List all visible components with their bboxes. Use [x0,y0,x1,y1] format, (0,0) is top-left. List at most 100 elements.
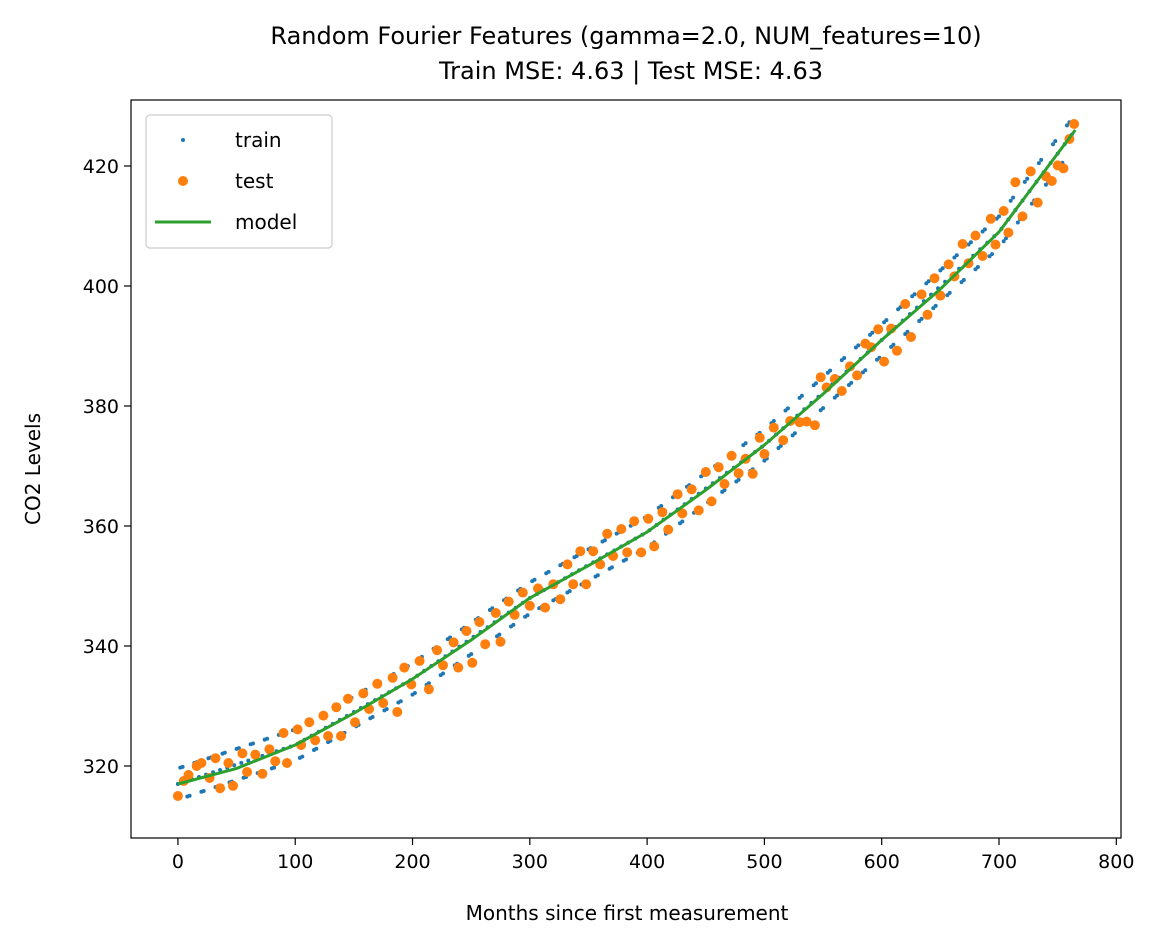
train-point [595,573,600,578]
test-point [461,626,472,636]
train-point [736,477,741,482]
train-point [842,356,847,360]
train-point [511,622,516,627]
train-point [1025,176,1030,181]
train-point [1043,182,1048,187]
test-point [663,524,674,535]
train-point [1001,239,1006,244]
train-point [997,214,1001,219]
train-point [982,227,987,232]
test-point [210,753,221,764]
test-point [331,702,342,713]
y-tick-label: 380 [83,396,119,418]
test-point [998,206,1009,216]
x-tick-label: 100 [277,851,313,873]
test-point [270,756,281,767]
test-point [768,422,779,433]
test-point [581,579,592,590]
test-point [1025,166,1036,177]
test-point [809,420,820,431]
test-point [852,370,863,381]
train-point [272,765,277,770]
test-point [387,672,398,683]
train-point [1011,195,1016,200]
train-point [532,577,537,582]
test-point [906,332,916,342]
train-point [891,342,896,347]
test-point [524,600,535,611]
test-point [686,484,697,495]
test-point [1003,227,1014,238]
train-point [919,316,924,321]
test-point [759,449,770,459]
train-point [940,266,945,271]
test-point [372,678,383,689]
train-point [1053,139,1058,144]
test-point [900,299,911,309]
test-point [719,479,730,489]
test-point [562,559,573,570]
train-point [426,681,431,686]
test-point [1058,163,1069,174]
test-point [616,524,627,534]
chart-subtitle: Train MSE: 4.63 | Test MSE: 4.63 [438,57,823,85]
test-point [754,432,765,443]
y-axis-ticks: 320 340 360 380 400 420 [83,156,131,778]
test-point [713,462,724,473]
test-point [602,528,613,539]
test-point [1017,211,1028,222]
test-point [672,489,683,500]
x-tick-label: 400 [629,851,665,873]
train-point [926,279,931,284]
x-tick-label: 600 [864,851,900,873]
train-point [1065,123,1069,128]
y-axis-label: CO2 Levels [21,413,45,525]
chart-title: Random Fourier Features (gamma=2.0, NUM_… [270,22,981,50]
train-point [567,589,572,594]
test-point [693,505,704,516]
test-point [414,656,425,666]
test-point [873,324,884,335]
y-tick-label: 340 [83,636,119,658]
train-point [933,303,938,308]
test-point [892,345,902,356]
train-point [954,253,959,258]
train-point [792,431,797,436]
y-tick-label: 400 [83,276,119,298]
test-point [215,783,226,794]
x-axis-ticks: 0 100 200 300 400 500 600 700 800 [172,838,1134,873]
train-point [849,380,854,385]
test-point [957,239,968,249]
plot-area [172,119,1080,801]
train-point [785,406,790,411]
test-point [747,468,758,479]
test-point [636,547,647,558]
train-point [384,707,389,712]
test-point [183,770,194,780]
test-point [264,744,275,755]
test-point [643,513,654,524]
train-point [961,278,966,282]
test-point [657,507,668,518]
test-point [540,602,551,613]
test-point [304,717,315,728]
train-point [968,240,973,245]
test-point [196,758,207,768]
x-tick-label: 300 [512,851,548,873]
test-point [575,546,586,557]
test-point [706,496,717,507]
legend: train test model [145,114,333,249]
train-point [412,691,417,695]
test-point [801,416,812,427]
test-point [480,639,491,650]
train-point [1015,220,1020,225]
train-point [1008,198,1013,203]
train-point [187,793,192,798]
test-point [649,541,660,552]
x-tick-label: 500 [746,851,782,873]
train-point [659,504,664,508]
train-point [814,381,818,386]
train-point [180,764,185,769]
train-point [314,746,319,751]
train-point [370,715,375,719]
